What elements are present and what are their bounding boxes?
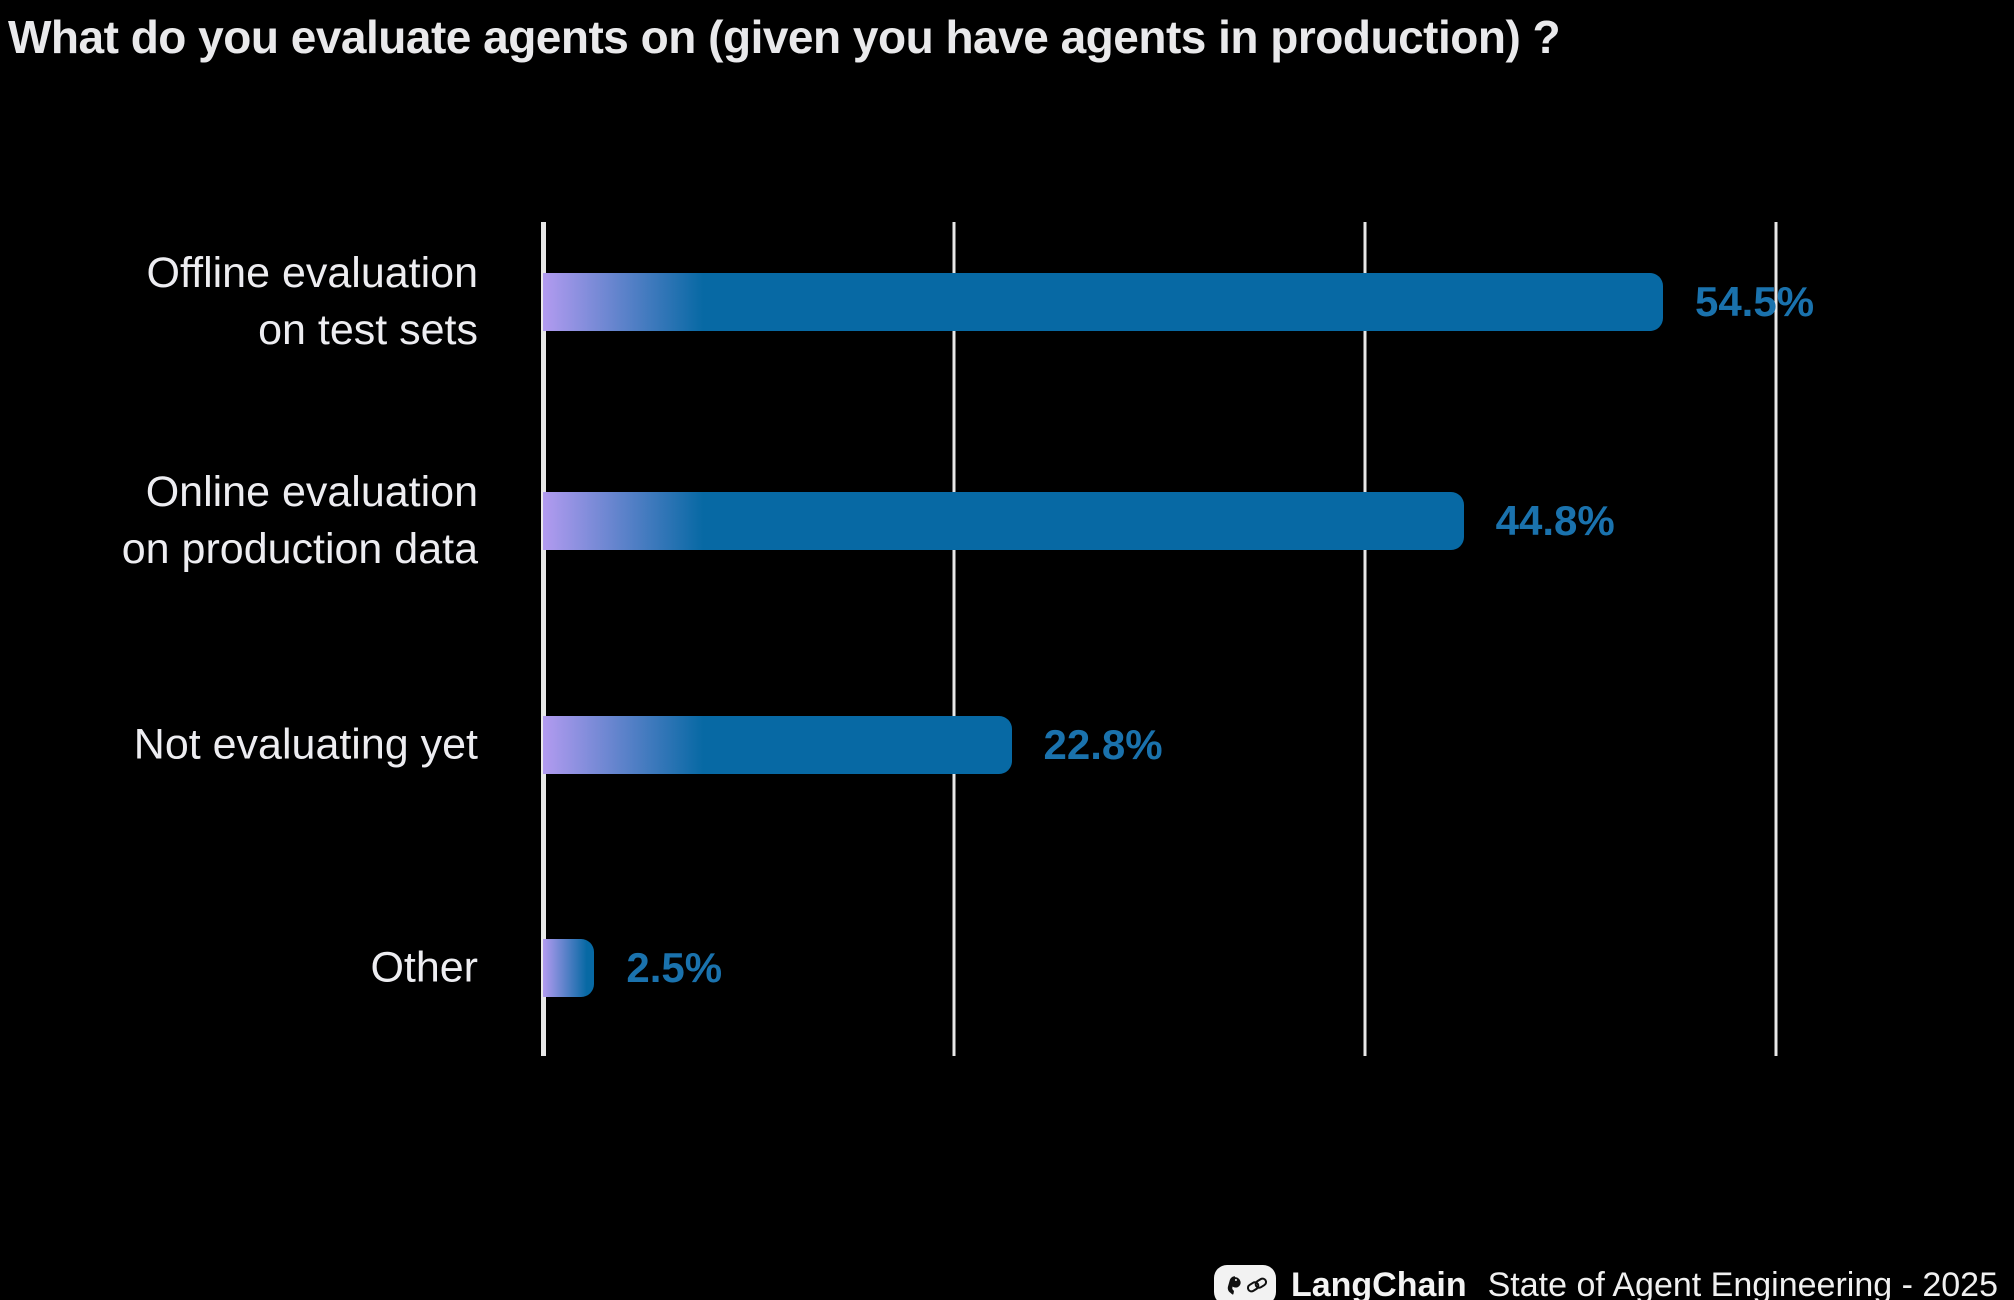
bar-2	[543, 492, 1464, 550]
plot-area: 54.5% 44.8% 22.8% 2.5%	[541, 222, 1814, 1056]
value-label-4: 2.5%	[626, 944, 723, 991]
value-label-1: 54.5%	[1694, 278, 1815, 325]
bar-1	[543, 273, 1663, 331]
bar-4	[543, 939, 595, 997]
category-label-3: Not evaluating yet	[0, 717, 478, 774]
value-label-3: 22.8%	[1043, 721, 1163, 768]
category-label-line: on test sets	[258, 306, 478, 354]
y-axis-line	[541, 222, 546, 1056]
gridline-40	[1363, 222, 1367, 1056]
category-label-1: Offline evaluation on test sets	[0, 245, 479, 359]
parrot-icon	[1222, 1273, 1244, 1297]
category-label-2: Online evaluation on production data	[0, 464, 478, 578]
footer-brand: LangChain	[1290, 1265, 1467, 1300]
footer-caption: State of Agent Engineering - 2025	[1487, 1265, 1998, 1300]
gridline-20	[952, 222, 956, 1056]
gridline-60	[1774, 222, 1778, 1056]
category-label-line: Other	[370, 943, 478, 992]
category-label-line: Online evaluation	[145, 468, 478, 516]
langchain-logo	[1213, 1265, 1276, 1300]
chain-link-icon	[1246, 1274, 1268, 1296]
category-label-line: Not evaluating yet	[133, 720, 478, 769]
bar-3	[543, 716, 1012, 774]
footer: LangChain State of Agent Engineering - 2…	[1213, 1265, 1998, 1300]
category-labels-column: Offline evaluation on test sets Online eva…	[0, 222, 478, 1056]
category-label-line: Offline evaluation	[146, 249, 479, 297]
category-label-4: Other	[0, 940, 478, 997]
chart-title: What do you evaluate agents on (given yo…	[8, 11, 1561, 63]
category-label-line: on production data	[121, 525, 478, 573]
value-label-2: 44.8%	[1495, 497, 1615, 544]
